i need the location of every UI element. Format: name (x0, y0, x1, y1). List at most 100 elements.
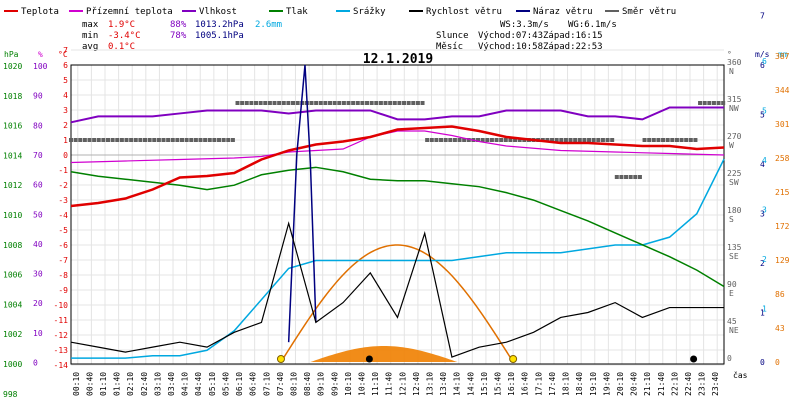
temp-tick: -10 (54, 301, 69, 310)
temp-tick: 7 (63, 46, 68, 55)
hpa-tick: 1004 (3, 300, 22, 309)
wind-dir-dot (110, 138, 115, 142)
time-tick: 11:40 (385, 372, 394, 396)
wind-dir-dot (610, 138, 615, 142)
sun-scale-tick: 86 (775, 290, 785, 299)
sun-altitude-line (280, 244, 513, 363)
wind-dir-dot (411, 101, 416, 105)
stat-label: min (82, 31, 98, 41)
wind-dir-dot (605, 138, 610, 142)
wind-dir-dot (651, 138, 656, 142)
hpa-unit: hPa (4, 50, 19, 59)
wind-dir-dot (207, 138, 212, 142)
wind-dir-dot (637, 175, 642, 179)
dir-tick: 0 (727, 354, 732, 363)
wind-dir-dot (554, 138, 559, 142)
temp-tick: -6 (58, 241, 68, 250)
wind-dir-dot (503, 138, 508, 142)
time-tick: 02:10 (126, 372, 135, 396)
wind-dir-dot (587, 138, 592, 142)
hum-tick: 70 (33, 151, 43, 160)
wind-dir-dot (684, 138, 689, 142)
temp-tick: 0 (63, 151, 68, 160)
wind-dir-dot (143, 138, 148, 142)
wind-dir-dot (217, 138, 222, 142)
dir-tick: 315 (727, 95, 742, 104)
temp-tick: -5 (58, 226, 68, 235)
stat-pressure: 1005.1hPa (195, 31, 244, 41)
stat-label: max (82, 20, 99, 30)
time-tick: 16:10 (507, 372, 516, 396)
temp-tick: -11 (54, 316, 69, 325)
time-tick: 04:10 (181, 372, 190, 396)
time-tick: 17:10 (534, 372, 543, 396)
wind-dir-dot (425, 138, 430, 142)
wind-dir-dot (647, 138, 652, 142)
time-tick: 19:40 (602, 372, 611, 396)
legend-label: Rychlost větru (426, 7, 502, 17)
wind-dir-dot (674, 138, 679, 142)
wind-dir-dot (138, 138, 143, 142)
info-sun-label: Slunce (436, 31, 469, 41)
time-tick: 20:10 (616, 372, 625, 396)
wind-dir-dot (476, 138, 481, 142)
wind-dir-dot (439, 138, 444, 142)
time-tick: 03:10 (153, 372, 162, 396)
wind-dir-dot (406, 101, 411, 105)
time-tick: 08:40 (303, 372, 312, 396)
hpa-tick: 1006 (3, 271, 22, 280)
wind-dir-dot (365, 101, 370, 105)
dir-card: NW (729, 104, 739, 113)
stat-temp: 1.9°C (108, 20, 135, 30)
wind-dir-dot (96, 138, 101, 142)
temp-tick: 4 (63, 91, 68, 100)
time-tick: 21:40 (657, 372, 666, 396)
time-tick: 07:10 (262, 372, 271, 396)
time-tick: 18:40 (575, 372, 584, 396)
rain-line (71, 158, 725, 359)
wind-dir-dot (633, 175, 638, 179)
wind-dir-dot (351, 101, 356, 105)
wind-dir-dot (166, 138, 171, 142)
wind-tick: 5 (760, 111, 765, 120)
info-wg: WG:6.1m/s (568, 20, 617, 30)
wind-dir-dot (133, 138, 138, 142)
sun-scale-tick: 43 (775, 324, 785, 333)
wind-dir-dot (457, 138, 462, 142)
legend-label: Vlhkost (199, 7, 237, 17)
wind-dir-dot (619, 175, 624, 179)
wind-dir-dot (698, 101, 703, 105)
dir-unit: ° (727, 50, 732, 59)
hpa-tick: 1018 (3, 92, 22, 101)
wind-dir-dot (323, 101, 328, 105)
stats-block: max 1.9°C 88% 1013.2hPa 2.6mm min -3.4°C 78% 100… (82, 20, 617, 52)
time-tick: 12:40 (412, 372, 421, 396)
wind-dir-dot (462, 138, 467, 142)
info-moon-set: Západ:22:53 (543, 42, 603, 52)
wind-dir-dot (309, 101, 314, 105)
wind-dir-dot (198, 138, 203, 142)
wind-dir-dot (494, 138, 499, 142)
wind-unit: m/s (755, 50, 770, 59)
temp-tick: -2 (58, 181, 68, 190)
time-tick: 01:10 (99, 372, 108, 396)
time-tick: 00:40 (85, 372, 94, 396)
wind-dir-dot (87, 138, 92, 142)
wind-dir-dot (300, 101, 305, 105)
time-tick: 22:10 (670, 372, 679, 396)
wind-dir-dot (212, 138, 217, 142)
info-moon-label: Měsíc (436, 42, 463, 52)
wind-dir-dot (355, 101, 360, 105)
temp-unit: °C (58, 50, 68, 59)
dir-card: SW (729, 178, 739, 187)
time-tick: 09:40 (330, 372, 339, 396)
temp-tick: -14 (54, 361, 69, 370)
rain-mm-tick: 1 (762, 305, 767, 314)
ground-temp-line (70, 130, 725, 164)
wind-dir-dot (240, 101, 245, 105)
wind-dir-dot (489, 138, 494, 142)
temp-tick: 6 (63, 61, 68, 70)
info-moon-rise: Východ:10:58 (478, 42, 543, 52)
pressure-line (70, 166, 725, 288)
wind-dir-dot (448, 138, 453, 142)
